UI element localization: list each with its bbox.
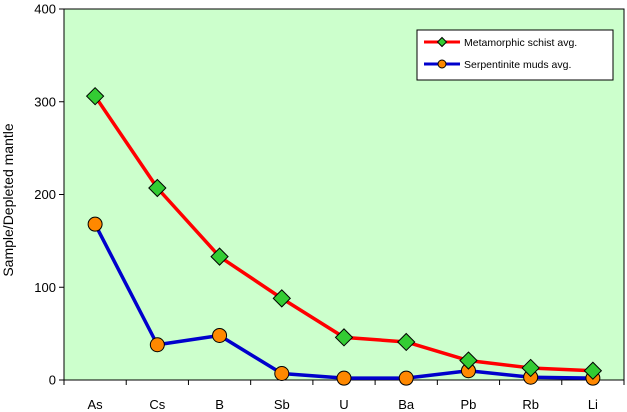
y-axis-title: Sample/Depleted mantle xyxy=(0,123,16,277)
data-point xyxy=(272,289,291,308)
y-axis: 0 100 200 300 400 xyxy=(34,2,64,388)
data-point xyxy=(274,366,290,382)
legend-label: Metamorphic schist avg. xyxy=(464,37,577,49)
y-tick-label: 0 xyxy=(49,373,56,388)
data-point xyxy=(85,86,105,106)
data-point xyxy=(521,358,540,378)
data-point xyxy=(437,59,447,69)
x-tick-label: U xyxy=(339,397,348,412)
data-point xyxy=(336,370,352,386)
legend-label: Serpentinite muds avg. xyxy=(464,59,571,71)
legend: Metamorphic schist avg. Serpentinite muds… xyxy=(416,29,614,81)
y-tick-label: 400 xyxy=(34,2,56,17)
y-tick-label: 100 xyxy=(34,280,56,295)
x-tick-label: Ba xyxy=(398,397,415,412)
data-point xyxy=(459,351,478,370)
data-point xyxy=(398,370,414,386)
data-point xyxy=(397,332,416,352)
x-tick-label: Cs xyxy=(149,397,165,412)
data-point xyxy=(210,247,229,266)
data-point xyxy=(334,328,354,347)
x-axis: As Cs B Sb U Ba Pb Rb Li xyxy=(63,380,625,412)
legend-box xyxy=(416,29,614,81)
data-point xyxy=(148,178,167,198)
data-point xyxy=(149,337,165,353)
x-tick-label: As xyxy=(88,397,104,412)
x-tick-label: B xyxy=(215,397,224,412)
y-tick-label: 300 xyxy=(34,94,56,109)
data-point xyxy=(87,216,103,232)
data-point xyxy=(436,36,448,48)
data-point xyxy=(583,361,603,380)
data-point xyxy=(212,327,228,343)
x-tick-label: Pb xyxy=(460,397,476,412)
series-layer xyxy=(85,86,603,386)
x-tick-label: Li xyxy=(588,397,598,412)
x-tick-label: Sb xyxy=(274,397,290,412)
x-tick-label: Rb xyxy=(522,397,539,412)
y-tick-label: 200 xyxy=(34,187,56,202)
